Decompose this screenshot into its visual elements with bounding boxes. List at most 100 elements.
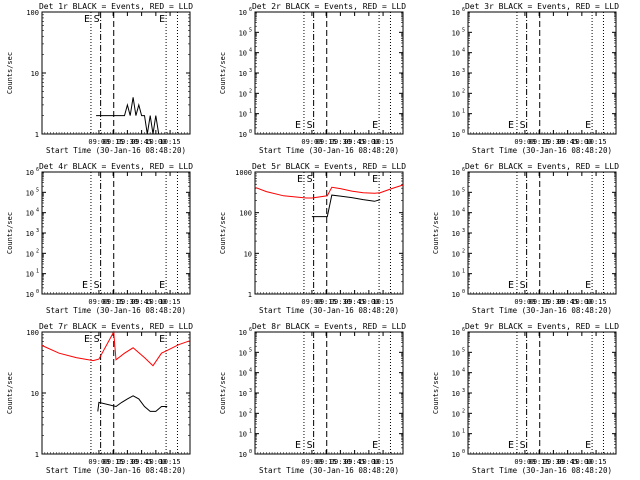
marker-label: S — [307, 120, 313, 131]
y-tick-label: 10 — [239, 90, 247, 98]
x-tick-label: 10:00 — [145, 138, 166, 146]
series-line-black — [311, 194, 381, 218]
marker-label: E — [159, 14, 165, 25]
panel-title: Det 1r BLACK = Events, RED = LLD — [39, 2, 193, 11]
y-tick-exponent: 5 — [462, 347, 465, 353]
y-axis-label: Counts/sec — [432, 372, 440, 414]
series-line-red — [41, 330, 191, 367]
panel-title: Det 3r BLACK = Events, RED = LLD — [465, 2, 619, 11]
x-tick-label: 09:30 — [543, 138, 564, 146]
y-tick-exponent: 0 — [462, 289, 465, 295]
y-tick-label: 100 — [26, 329, 39, 337]
marker-label: S — [520, 440, 526, 451]
y-tick-label: 10 — [31, 390, 39, 398]
marker-label: E — [372, 440, 378, 451]
y-tick-exponent: 3 — [462, 228, 465, 234]
y-tick-label: 10 — [452, 111, 460, 119]
y-tick-label: 10 — [452, 70, 460, 78]
panel-title: Det 4r BLACK = Events, RED = LLD — [39, 162, 193, 171]
x-tick-label: 09:15 — [316, 138, 337, 146]
marker-label: E — [297, 174, 303, 185]
x-tick-label: 09:45 — [557, 458, 578, 466]
y-tick-label: 10 — [452, 189, 460, 197]
panel-title: Det 2r BLACK = Events, RED = LLD — [252, 2, 406, 11]
y-tick-label: 10 — [26, 230, 34, 238]
x-tick-label: 09:00 — [301, 298, 322, 306]
y-tick-exponent: 3 — [462, 68, 465, 74]
y-tick-exponent: 3 — [462, 388, 465, 394]
x-tick-label: 09:00 — [514, 458, 535, 466]
marker-label: E — [508, 440, 514, 451]
y-tick-label: 100 — [26, 9, 39, 17]
x-axis-label: Start Time (30-Jan-16 08:48:20) — [259, 466, 399, 475]
y-tick-label: 10 — [452, 451, 460, 459]
x-axis-label: Start Time (30-Jan-16 08:48:20) — [46, 146, 186, 155]
y-tick-exponent: 3 — [36, 228, 39, 234]
x-tick-label: 10:00 — [358, 138, 379, 146]
x-tick-label: 10:15 — [373, 298, 394, 306]
x-tick-label: 09:30 — [330, 138, 351, 146]
y-tick-exponent: 3 — [249, 388, 252, 394]
y-tick-exponent: 4 — [462, 368, 465, 374]
y-tick-exponent: 5 — [36, 187, 39, 193]
x-tick-label: 09:15 — [529, 458, 550, 466]
x-tick-label: 09:15 — [316, 458, 337, 466]
y-axis-label: Counts/sec — [219, 52, 227, 94]
panel-title: Det 6r BLACK = Events, RED = LLD — [465, 162, 619, 171]
y-axis-label: Counts/sec — [219, 372, 227, 414]
y-tick-exponent: 6 — [249, 7, 252, 13]
x-tick-label: 09:15 — [103, 138, 124, 146]
series-line-black — [96, 97, 160, 135]
y-tick-label: 10 — [239, 410, 247, 418]
y-tick-label: 10 — [452, 90, 460, 98]
x-tick-label: 10:00 — [358, 298, 379, 306]
panel-title: Det 5r BLACK = Events, RED = LLD — [252, 162, 406, 171]
x-tick-label: 09:30 — [543, 458, 564, 466]
y-tick-exponent: 1 — [249, 109, 252, 115]
y-tick-exponent: 2 — [462, 88, 465, 94]
y-tick-exponent: 1 — [36, 269, 39, 275]
y-axis-label: Counts/sec — [6, 212, 14, 254]
x-axis-label: Start Time (30-Jan-16 08:48:20) — [259, 306, 399, 315]
x-tick-label: 09:45 — [344, 458, 365, 466]
x-tick-label: 10:15 — [160, 298, 181, 306]
x-tick-label: 10:00 — [145, 458, 166, 466]
marker-label: S — [94, 334, 100, 345]
marker-label: S — [520, 120, 526, 131]
plot-frame — [467, 331, 617, 455]
x-tick-label: 09:30 — [117, 138, 138, 146]
x-tick-label: 09:15 — [529, 138, 550, 146]
x-tick-label: 09:15 — [103, 298, 124, 306]
x-tick-label: 09:00 — [514, 138, 535, 146]
panel-title: Det 8r BLACK = Events, RED = LLD — [252, 322, 406, 331]
x-tick-label: 09:30 — [117, 458, 138, 466]
y-tick-exponent: 6 — [462, 7, 465, 13]
plot-frame — [467, 171, 617, 295]
x-tick-label: 09:30 — [330, 458, 351, 466]
y-tick-label: 10 — [452, 329, 460, 337]
plot-frame — [254, 331, 404, 455]
y-tick-exponent: 4 — [462, 208, 465, 214]
panel-title: Det 7r BLACK = Events, RED = LLD — [39, 322, 193, 331]
detector-panel-5: Det 5r BLACK = Events, RED = LLD 1 10 100 10… — [219, 162, 406, 315]
y-tick-exponent: 4 — [249, 368, 252, 374]
y-tick-exponent: 5 — [249, 347, 252, 353]
y-tick-label: 10 — [452, 230, 460, 238]
series-line-black — [97, 395, 168, 412]
y-axis-label: Counts/sec — [6, 52, 14, 94]
y-tick-exponent: 2 — [249, 88, 252, 94]
y-tick-label: 10 — [31, 70, 39, 78]
y-tick-label: 10 — [239, 111, 247, 119]
y-tick-exponent: 5 — [249, 27, 252, 33]
x-tick-label: 09:30 — [117, 298, 138, 306]
marker-label: E — [295, 440, 301, 451]
y-axis-label: Counts/sec — [432, 212, 440, 254]
y-tick-exponent: 6 — [462, 327, 465, 333]
x-axis-label: Start Time (30-Jan-16 08:48:20) — [46, 306, 186, 315]
detector-panel-7: Det 7r BLACK = Events, RED = LLD 1 10 100 09… — [6, 322, 193, 475]
marker-label: S — [307, 440, 313, 451]
y-tick-exponent: 4 — [249, 48, 252, 54]
